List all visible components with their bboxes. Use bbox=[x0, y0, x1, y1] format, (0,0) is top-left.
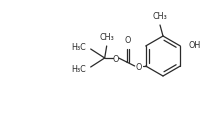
Text: O: O bbox=[125, 36, 131, 45]
Text: O: O bbox=[113, 54, 119, 63]
Text: H₃C: H₃C bbox=[71, 65, 86, 74]
Text: CH₃: CH₃ bbox=[99, 33, 114, 42]
Text: CH₃: CH₃ bbox=[153, 12, 167, 21]
Text: H₃C: H₃C bbox=[71, 43, 86, 52]
Text: OH: OH bbox=[188, 41, 201, 50]
Text: O: O bbox=[135, 62, 142, 71]
